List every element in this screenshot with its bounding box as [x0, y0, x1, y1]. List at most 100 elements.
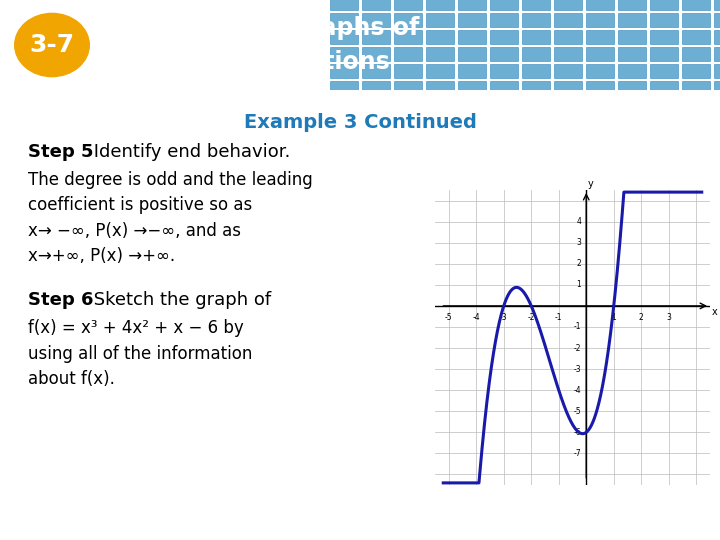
Bar [426, 30, 454, 44]
Bar [554, 13, 582, 27]
Bar [554, 0, 582, 10]
Bar [426, 81, 454, 95]
Ellipse shape [14, 13, 90, 77]
Text: Identify end behavior.: Identify end behavior. [88, 143, 290, 161]
Text: about f(x).: about f(x). [28, 370, 115, 388]
Text: -2: -2 [528, 313, 535, 322]
Bar [714, 47, 720, 61]
Bar [330, 0, 358, 10]
Bar [458, 64, 486, 78]
Bar [522, 13, 550, 27]
Text: 3: 3 [666, 313, 671, 322]
Bar [650, 47, 678, 61]
Text: -2: -2 [574, 343, 581, 353]
Bar [394, 64, 422, 78]
Text: 3: 3 [577, 238, 581, 247]
Bar [586, 0, 614, 10]
Text: -1: -1 [574, 322, 581, 332]
Bar [490, 81, 518, 95]
Bar [586, 47, 614, 61]
Bar [394, 47, 422, 61]
Bar [682, 0, 710, 10]
Text: using all of the information: using all of the information [28, 345, 253, 362]
Bar [490, 64, 518, 78]
Bar [330, 64, 358, 78]
Bar [682, 13, 710, 27]
Bar [490, 0, 518, 10]
Text: x→ −∞, P(x) →−∞, and as: x→ −∞, P(x) →−∞, and as [28, 222, 241, 240]
Bar [522, 81, 550, 95]
Bar [330, 47, 358, 61]
Text: Polynomial Functions: Polynomial Functions [105, 50, 390, 74]
Bar [714, 0, 720, 10]
Bar [490, 47, 518, 61]
Bar [650, 81, 678, 95]
Text: -1: -1 [555, 313, 562, 322]
Bar [586, 81, 614, 95]
Bar [618, 0, 646, 10]
Text: Example 3 Continued: Example 3 Continued [243, 113, 477, 132]
Text: y: y [588, 179, 593, 189]
Bar [426, 64, 454, 78]
Bar [458, 30, 486, 44]
Bar [650, 13, 678, 27]
Bar [458, 0, 486, 10]
Bar [682, 30, 710, 44]
Text: -3: -3 [574, 364, 581, 374]
Text: -5: -5 [445, 313, 453, 322]
Text: Sketch the graph of: Sketch the graph of [88, 292, 271, 309]
Text: -4: -4 [574, 386, 581, 395]
Text: 1: 1 [611, 313, 616, 322]
Bar [554, 81, 582, 95]
Bar [458, 81, 486, 95]
Bar [554, 47, 582, 61]
Bar [682, 81, 710, 95]
Bar [714, 30, 720, 44]
Text: f(x) = x³ + 4x² + x − 6 by: f(x) = x³ + 4x² + x − 6 by [28, 319, 244, 337]
Bar [618, 81, 646, 95]
Bar [458, 47, 486, 61]
Bar [650, 0, 678, 10]
Bar [330, 13, 358, 27]
Bar [426, 13, 454, 27]
Bar [618, 13, 646, 27]
Bar [650, 30, 678, 44]
Bar [522, 47, 550, 61]
Bar [554, 30, 582, 44]
Bar [394, 0, 422, 10]
Text: -7: -7 [574, 449, 581, 458]
Bar [714, 64, 720, 78]
Bar [362, 13, 390, 27]
Text: -6: -6 [574, 428, 581, 437]
Bar [490, 30, 518, 44]
Bar [554, 64, 582, 78]
Bar [394, 30, 422, 44]
Bar [682, 47, 710, 61]
Bar [490, 13, 518, 27]
Text: -4: -4 [472, 313, 480, 322]
Bar [714, 81, 720, 95]
Bar [618, 47, 646, 61]
Bar [586, 64, 614, 78]
Text: -3: -3 [500, 313, 508, 322]
Bar [330, 81, 358, 95]
Bar [426, 0, 454, 10]
Bar [522, 64, 550, 78]
Bar [522, 0, 550, 10]
Bar [586, 13, 614, 27]
Bar [330, 30, 358, 44]
Text: 2: 2 [639, 313, 644, 322]
Text: -5: -5 [574, 407, 581, 416]
Bar [426, 47, 454, 61]
Text: x→+∞, P(x) →+∞.: x→+∞, P(x) →+∞. [28, 247, 175, 266]
Bar [714, 13, 720, 27]
Bar [394, 81, 422, 95]
Text: x: x [711, 307, 717, 317]
Text: coefficient is positive so as: coefficient is positive so as [28, 196, 252, 214]
Bar [362, 47, 390, 61]
Bar [618, 64, 646, 78]
Text: 2: 2 [577, 259, 581, 268]
Text: Copyright © Holt Mc.Dougal. All Rights Reserved.: Copyright © Holt Mc.Dougal. All Rights R… [447, 516, 706, 526]
Text: Holt Mc.Dougal Algebra 2: Holt Mc.Dougal Algebra 2 [14, 515, 174, 528]
Text: 4: 4 [577, 217, 581, 226]
